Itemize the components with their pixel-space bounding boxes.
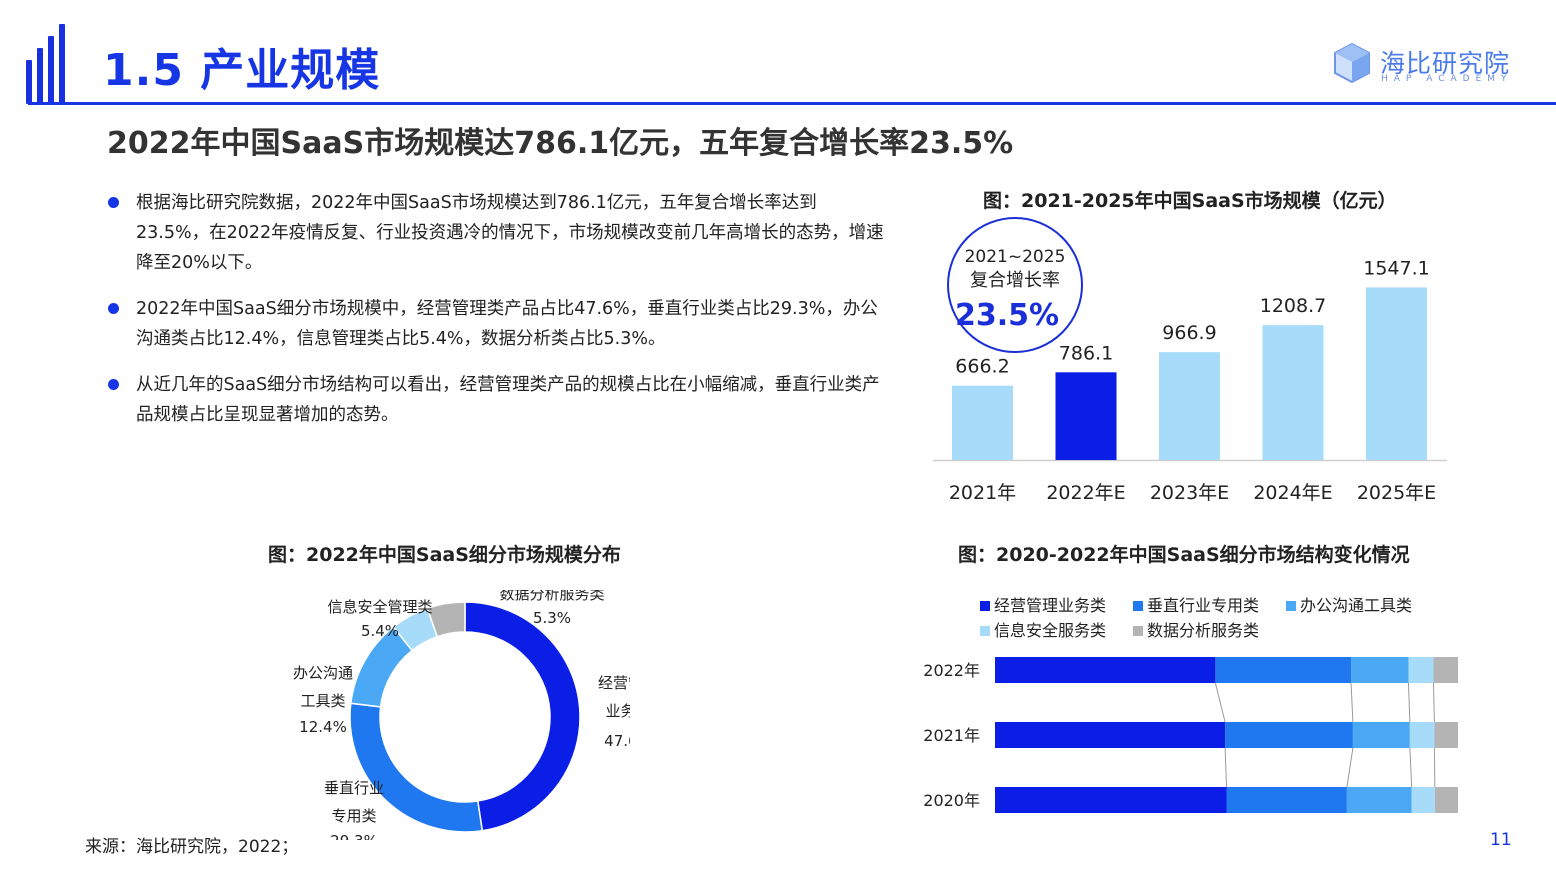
x-tick-label: 2023年E (1150, 482, 1229, 504)
slice-label: 经营管理 (598, 674, 630, 692)
bar-value-label: 666.2 (955, 356, 1009, 378)
structure-chart-title: 图：2020-2022年中国SaaS细分市场结构变化情况 (958, 544, 1410, 566)
source-note: 来源：海比研究院，2022； (85, 837, 299, 857)
slice-label: 专用类 (331, 807, 376, 825)
bullet-text: 从近几年的SaaS细分市场结构可以看出，经营管理类产品的规模占比在小幅缩减，垂直… (136, 375, 880, 425)
stack-segment-数据分析服务类 (1433, 657, 1458, 683)
segment-donut-chart: 经营管理业务类 47.6% 垂直行业专用类 29.3% 办公沟通工具类 12.4% 信息安全… (293, 590, 630, 840)
bar-2024年E (1262, 325, 1324, 460)
series-connector-line (1350, 682, 1354, 723)
x-tick-label: 2022年E (1046, 482, 1125, 504)
stack-segment-数据分析服务类 (1434, 722, 1458, 748)
donut-slice-数据分析服务类 (426, 601, 466, 638)
x-tick-label: 2021年 (949, 482, 1016, 504)
slice-percent: 29.3% (330, 832, 378, 840)
market-size-bar-chart: 666.2 2021年 786.1 2022年E 966.9 2023年E 1208.7 20… (933, 217, 1447, 504)
slice-label: 工具类 (300, 692, 345, 710)
donut-slice-经营管理业务类 (464, 601, 581, 832)
slide-subtitle: 2022年中国SaaS市场规模达786.1亿元，五年复合增长率23.5% (107, 126, 1014, 161)
bar-2025年E (1366, 287, 1427, 460)
stack-segment-经营管理业务类 (995, 722, 1226, 748)
bullet-dot-icon (108, 303, 119, 314)
slice-label: 业务类 (605, 702, 630, 720)
bullet-text: 2022年中国SaaS细分市场规模中，经营管理类产品占比47.6%，垂直行业类占… (136, 299, 878, 349)
legend-item: 垂直行业专用类 (1133, 592, 1259, 616)
stack-segment-经营管理业务类 (995, 657, 1216, 683)
stack-segment-信息安全服务类 (1408, 657, 1434, 683)
series-connector-line (1432, 682, 1435, 723)
stack-segment-信息安全服务类 (1409, 722, 1435, 748)
legend-swatch (1286, 601, 1296, 611)
stack-segment-办公沟通工具类 (1352, 722, 1410, 748)
slice-label: 数据分析服务类 (499, 590, 604, 603)
legend-item: 办公沟通工具类 (1286, 592, 1412, 616)
legend-label: 垂直行业专用类 (1147, 596, 1260, 615)
stack-segment-经营管理业务类 (995, 787, 1227, 813)
y-tick-label: 2022年 (923, 661, 980, 680)
legend-swatch (980, 601, 990, 611)
bar-2023年E (1159, 352, 1220, 460)
bullet-item: 根据海比研究院数据，2022年中国SaaS市场规模达到786.1亿元，五年复合增… (108, 188, 888, 278)
bullet-text: 根据海比研究院数据，2022年中国SaaS市场规模达到786.1亿元，五年复合增… (136, 193, 884, 273)
cagr-value: 23.5% (955, 298, 1059, 333)
structure-chart-legend: 经营管理业务类 垂直行业专用类 办公沟通工具类信息安全服务类 数据分析服务类 (980, 592, 1460, 642)
legend-item: 数据分析服务类 (1133, 617, 1259, 641)
structure-stacked-bar-chart: 2022年 2021年 2020年 (923, 657, 1458, 813)
header-divider (28, 102, 1556, 105)
series-connector-line (1409, 747, 1413, 788)
bullet-item: 2022年中国SaaS细分市场规模中，经营管理类产品占比47.6%，垂直行业类占… (108, 294, 888, 354)
stack-segment-垂直行业专用类 (1215, 657, 1352, 683)
slice-percent: 5.4% (361, 622, 399, 640)
bar-value-label: 1547.1 (1363, 257, 1429, 279)
legend-item: 信息安全服务类 (980, 617, 1106, 641)
slice-percent: 47.6% (604, 732, 630, 750)
series-connector-line (1407, 682, 1411, 723)
brand-subtitle: HAP ACADEMY (1381, 74, 1513, 84)
slice-percent: 5.3% (533, 609, 571, 627)
series-connector-line (1224, 747, 1227, 788)
stack-segment-办公沟通工具类 (1346, 787, 1412, 813)
stack-segment-垂直行业专用类 (1226, 787, 1347, 813)
y-tick-label: 2021年 (923, 726, 980, 745)
bar-value-label: 786.1 (1059, 342, 1113, 364)
brand-bars-logo (26, 24, 66, 104)
slice-label: 垂直行业 (324, 779, 384, 797)
legend-swatch (1133, 601, 1143, 611)
legend-label: 办公沟通工具类 (1300, 596, 1413, 615)
stack-segment-信息安全服务类 (1411, 787, 1435, 813)
cagr-period: 2021~2025 (965, 247, 1066, 267)
bar-value-label: 966.9 (1162, 322, 1216, 344)
legend-swatch (1133, 626, 1143, 636)
series-connector-line (1346, 747, 1354, 788)
segment-donut-chart-title: 图：2022年中国SaaS细分市场规模分布 (268, 544, 621, 566)
slice-percent: 12.4% (299, 718, 347, 736)
legend-item: 经营管理业务类 (980, 592, 1106, 616)
legend-label: 数据分析服务类 (1147, 621, 1260, 640)
cagr-circle (947, 217, 1083, 353)
stack-segment-办公沟通工具类 (1351, 657, 1409, 683)
bullet-item: 从近几年的SaaS细分市场结构可以看出，经营管理类产品的规模占比在小幅缩减，垂直… (108, 370, 888, 430)
bullet-dot-icon (108, 197, 119, 208)
series-connector-line (1214, 682, 1226, 723)
slice-label: 办公沟通 (293, 664, 353, 682)
cagr-caption: 复合增长率 (970, 270, 1060, 291)
page-title: 1.5 产业规模 (103, 45, 381, 96)
bar-value-label: 1208.7 (1260, 295, 1326, 317)
brand-name: 海比研究院 (1380, 49, 1511, 78)
stack-segment-数据分析服务类 (1434, 787, 1458, 813)
x-tick-label: 2025年E (1357, 482, 1436, 504)
cube-logo-icon (1334, 42, 1370, 84)
slice-label: 信息安全管理类 (327, 598, 432, 616)
legend-label: 信息安全服务类 (994, 621, 1107, 640)
x-tick-label: 2024年E (1253, 482, 1332, 504)
legend-label: 经营管理业务类 (994, 596, 1107, 615)
y-tick-label: 2020年 (923, 791, 980, 810)
page-number: 11 (1490, 830, 1512, 850)
bullet-dot-icon (108, 379, 119, 390)
legend-swatch (980, 626, 990, 636)
stack-segment-垂直行业专用类 (1225, 722, 1353, 748)
bar-2022年E (1055, 372, 1117, 460)
market-size-chart-title: 图：2021-2025年中国SaaS市场规模（亿元） (983, 190, 1397, 212)
bar-2021年 (952, 385, 1013, 460)
